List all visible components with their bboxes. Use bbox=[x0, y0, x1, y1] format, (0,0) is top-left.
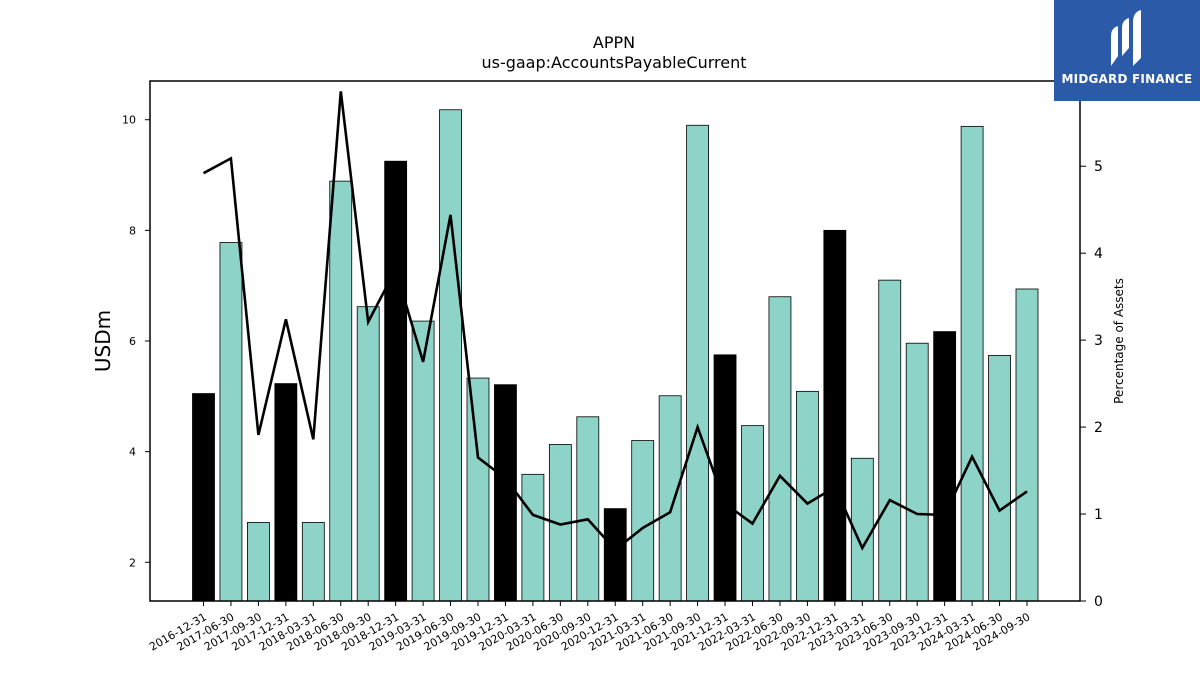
bar bbox=[384, 160, 408, 602]
y2-tick-label: 5 bbox=[1094, 159, 1103, 175]
bar bbox=[356, 306, 380, 602]
bar bbox=[603, 508, 627, 602]
bar bbox=[246, 522, 270, 602]
y-tick-label: 6 bbox=[129, 335, 136, 348]
bar bbox=[960, 125, 984, 602]
brand-logo: MIDGARD FINANCE bbox=[1054, 0, 1200, 101]
bar bbox=[521, 473, 545, 602]
y2-tick-label: 1 bbox=[1094, 507, 1103, 523]
bar bbox=[494, 384, 517, 602]
y-tick-label: 10 bbox=[122, 114, 136, 127]
y2-tick-label: 0 bbox=[1094, 594, 1103, 610]
bar bbox=[768, 296, 792, 602]
y2-axis-label: Percentage of Assets bbox=[1112, 278, 1126, 404]
y-tick-label: 8 bbox=[129, 224, 136, 237]
logo-mark-icon bbox=[1111, 10, 1141, 66]
line-series bbox=[202, 91, 1028, 552]
bar bbox=[905, 342, 929, 602]
chart-subtitle: us-gaap:AccountsPayableCurrent bbox=[481, 53, 746, 72]
bar bbox=[219, 242, 243, 602]
y2-tick-label: 2 bbox=[1094, 420, 1103, 436]
y-axis-label: USDm bbox=[91, 310, 115, 372]
bar bbox=[576, 416, 600, 602]
bar bbox=[713, 354, 737, 602]
bar bbox=[329, 180, 353, 602]
chart-title: APPN bbox=[593, 33, 635, 52]
bar bbox=[878, 279, 902, 602]
bar bbox=[823, 229, 847, 602]
bar bbox=[274, 383, 298, 602]
y2-tick-label: 3 bbox=[1094, 333, 1103, 349]
y-tick-label: 4 bbox=[129, 446, 136, 459]
bar bbox=[466, 377, 490, 602]
bar bbox=[192, 393, 215, 602]
bar bbox=[686, 124, 709, 602]
bar bbox=[411, 320, 435, 602]
bar bbox=[933, 331, 957, 602]
bar bbox=[439, 109, 462, 602]
y-tick-label: 2 bbox=[129, 556, 136, 569]
bar bbox=[301, 522, 325, 602]
bar bbox=[658, 395, 682, 602]
bar bbox=[631, 440, 655, 602]
logo-text: MIDGARD FINANCE bbox=[1061, 72, 1193, 86]
bar bbox=[988, 354, 1011, 602]
y2-tick-label: 4 bbox=[1094, 246, 1103, 262]
bar bbox=[741, 425, 764, 602]
bar bbox=[1015, 288, 1039, 602]
